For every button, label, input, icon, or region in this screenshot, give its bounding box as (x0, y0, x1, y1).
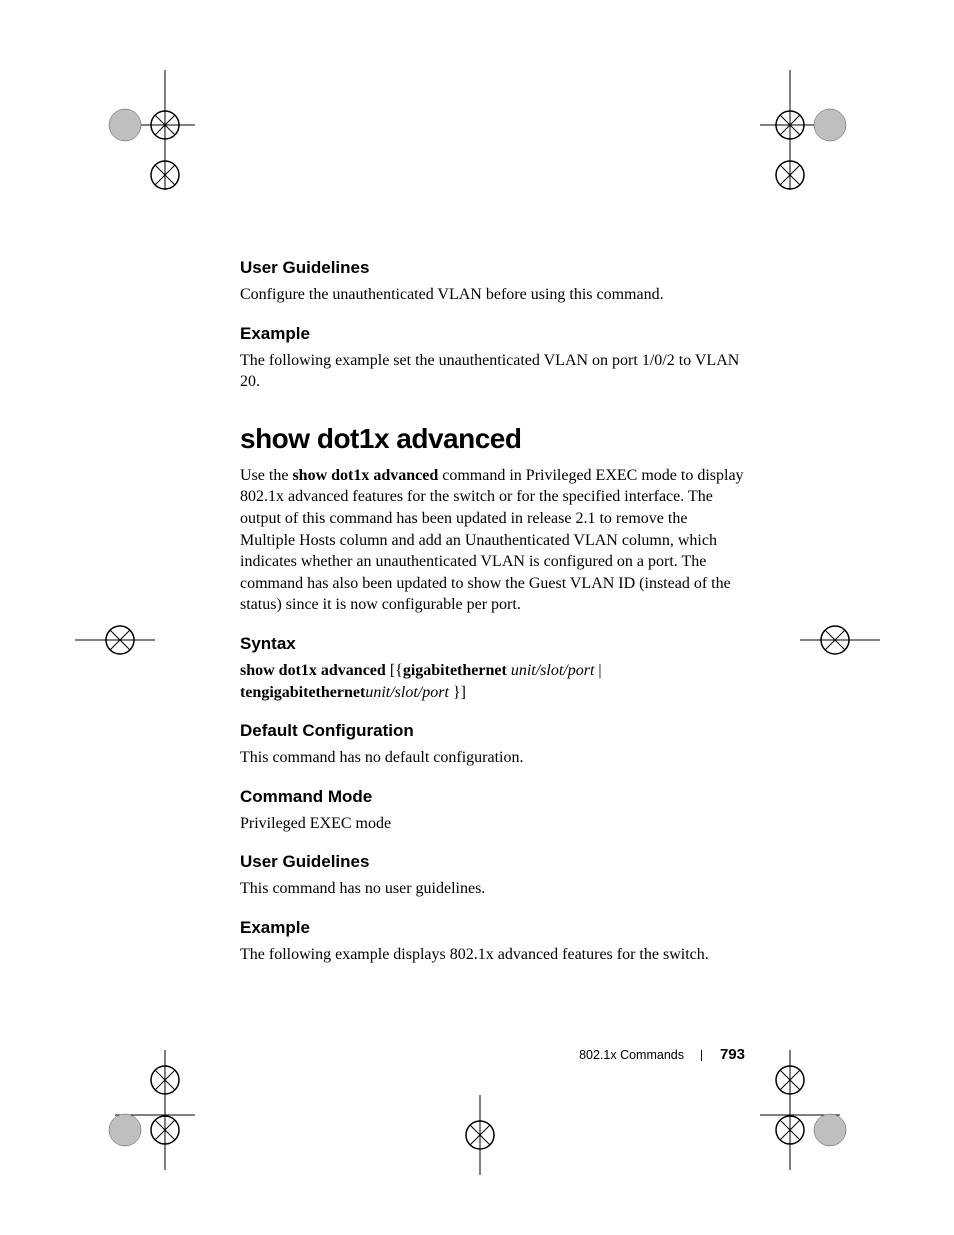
cropmark-icon (760, 580, 880, 700)
cropmark-icon (760, 70, 880, 190)
footer-separator (701, 1050, 702, 1061)
heading-user-guidelines-1: User Guidelines (240, 258, 745, 278)
footer-page-number: 793 (720, 1046, 745, 1063)
syntax-arg2: unit/slot/port (365, 684, 449, 701)
syntax-p4: }] (449, 684, 466, 701)
heading-command-mode: Command Mode (240, 787, 745, 807)
heading-main-command: show dot1x advanced (240, 423, 745, 455)
syntax-kw2: tengigabitethernet (240, 684, 365, 701)
heading-example-2: Example (240, 918, 745, 938)
paragraph-dc: This command has no default configuratio… (240, 747, 745, 769)
cropmark-icon (75, 1050, 195, 1170)
paragraph-ug2: This command has no user guidelines. (240, 878, 745, 900)
syntax-p1: [{ (386, 662, 403, 679)
syntax-cmd: show dot1x advanced (240, 662, 386, 679)
footer-section: 802.1x Commands (579, 1048, 684, 1062)
syntax-p3: | (594, 662, 601, 679)
paragraph-main-intro: Use the show dot1x advanced command in P… (240, 465, 745, 616)
content-area: User Guidelines Configure the unauthenti… (240, 258, 745, 984)
page-footer: 802.1x Commands 793 (0, 1046, 745, 1063)
heading-default-config: Default Configuration (240, 721, 745, 741)
cropmark-icon (75, 70, 195, 190)
cropmark-icon (760, 1050, 880, 1170)
syntax-arg1: unit/slot/port (511, 662, 595, 679)
cropmark-icon (420, 1075, 540, 1195)
heading-example-1: Example (240, 324, 745, 344)
paragraph-ex2: The following example displays 802.1x ad… (240, 944, 745, 966)
text-intro-pre: Use the (240, 467, 292, 484)
paragraph-ex1: The following example set the unauthenti… (240, 350, 745, 393)
paragraph-ug1: Configure the unauthenticated VLAN befor… (240, 284, 745, 306)
syntax-kw1: gigabitethernet (403, 662, 507, 679)
cropmark-icon (75, 580, 195, 700)
heading-user-guidelines-2: User Guidelines (240, 852, 745, 872)
paragraph-cm: Privileged EXEC mode (240, 813, 745, 835)
text-intro-post: command in Privileged EXEC mode to displ… (240, 467, 744, 614)
paragraph-syntax: show dot1x advanced [{gigabitethernet un… (240, 660, 745, 703)
text-intro-bold: show dot1x advanced (292, 467, 438, 484)
document-page: User Guidelines Configure the unauthenti… (0, 0, 954, 1235)
heading-syntax: Syntax (240, 634, 745, 654)
